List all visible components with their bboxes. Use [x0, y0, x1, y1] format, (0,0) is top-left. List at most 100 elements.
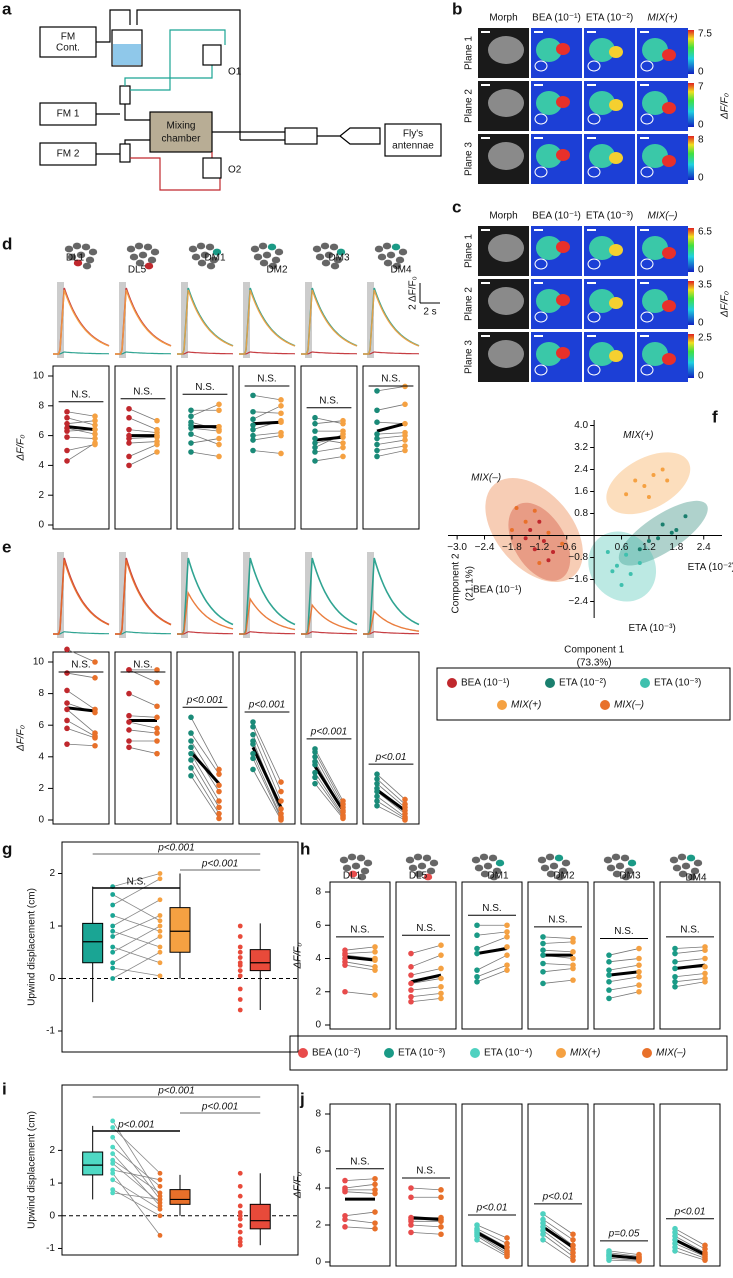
legend-label: MIX(+)	[511, 700, 541, 711]
group-frame	[461, 1103, 523, 1267]
glomerulus	[250, 245, 260, 253]
point	[157, 871, 163, 876]
glomerulus	[143, 243, 153, 251]
dot	[278, 403, 284, 409]
glomerulus	[606, 864, 616, 872]
dot	[438, 952, 444, 958]
plane-label: Plane 2	[464, 287, 475, 321]
dot	[278, 417, 284, 424]
dot	[92, 440, 98, 446]
pair-line	[128, 721, 158, 729]
point	[646, 495, 651, 499]
y-tick-label: 4	[315, 953, 321, 964]
dot	[216, 771, 222, 777]
pair-line	[112, 915, 161, 937]
pair-line	[542, 949, 574, 953]
dot	[540, 1237, 546, 1243]
glomerulus	[196, 242, 206, 250]
legend-swatch	[642, 1048, 652, 1058]
pair-line	[128, 746, 158, 755]
trace	[301, 557, 358, 635]
dot	[540, 934, 546, 940]
dot	[374, 407, 380, 414]
pair-line	[314, 751, 344, 805]
pair-line	[674, 958, 706, 963]
dot	[64, 414, 70, 421]
group-frame	[527, 881, 589, 1030]
pair-line	[410, 978, 442, 984]
tube	[317, 127, 381, 145]
glomerulus	[669, 856, 679, 864]
colorbar-max: 2.5	[698, 333, 712, 344]
point	[237, 1170, 243, 1176]
mean-line	[189, 751, 221, 785]
point	[237, 962, 243, 968]
dot	[216, 804, 222, 811]
dot	[126, 719, 132, 725]
dot	[474, 1237, 480, 1243]
image-blob	[536, 91, 562, 115]
dot	[64, 741, 70, 747]
glomerulus	[85, 256, 95, 264]
pair-line	[66, 672, 96, 679]
point	[157, 1183, 163, 1189]
dot	[636, 955, 642, 962]
x-tick-label: 0.6	[615, 542, 629, 553]
roi	[640, 113, 654, 125]
dot	[342, 1224, 348, 1230]
pair-line	[542, 963, 574, 966]
dot	[408, 987, 414, 993]
point	[157, 928, 163, 934]
group-frame	[593, 1103, 655, 1267]
pair-line	[476, 931, 508, 936]
dot	[64, 458, 70, 464]
image-blob	[536, 342, 562, 366]
trace	[301, 631, 357, 635]
dot	[126, 453, 132, 460]
dot	[438, 1218, 444, 1225]
pair-line	[344, 991, 376, 996]
point	[514, 506, 519, 510]
o1-vial	[202, 44, 222, 66]
dot	[188, 744, 194, 751]
stat-label: N.S.	[257, 374, 276, 385]
pair-line	[476, 936, 508, 949]
dot	[372, 1225, 378, 1232]
stat-label: N.S.	[133, 660, 152, 671]
dot	[438, 965, 444, 972]
dot	[474, 950, 480, 957]
image-blob	[662, 49, 676, 61]
glomerulus	[134, 242, 144, 250]
glomerulus	[677, 853, 687, 861]
point	[110, 944, 116, 950]
dot	[64, 434, 70, 440]
point	[110, 976, 116, 981]
stat-label: N.S.	[133, 386, 152, 397]
x-tick-label: 1.2	[642, 542, 656, 553]
glomerulus	[620, 854, 630, 862]
pair-line	[410, 954, 442, 968]
dot	[374, 388, 380, 394]
mean-line	[314, 435, 344, 442]
dot	[278, 788, 284, 795]
point	[157, 934, 163, 939]
dot	[340, 444, 346, 451]
x-tick-label: −1.8	[502, 542, 522, 553]
dot	[672, 978, 678, 985]
pair-line	[314, 447, 344, 453]
point	[157, 949, 163, 955]
panel-letter: e	[2, 537, 11, 556]
point	[157, 1170, 163, 1176]
plane-label: Plane 3	[464, 340, 475, 374]
dot	[188, 765, 194, 771]
dot	[438, 975, 444, 982]
dot	[672, 983, 678, 990]
colorbar-min: 0	[698, 318, 704, 329]
point	[541, 539, 546, 543]
dot	[92, 422, 98, 428]
glomerulus	[262, 251, 272, 259]
image-blob	[589, 236, 615, 260]
group-frame	[114, 651, 172, 825]
glomerulus-label: DM3	[619, 871, 641, 882]
pair-line	[542, 1233, 574, 1257]
